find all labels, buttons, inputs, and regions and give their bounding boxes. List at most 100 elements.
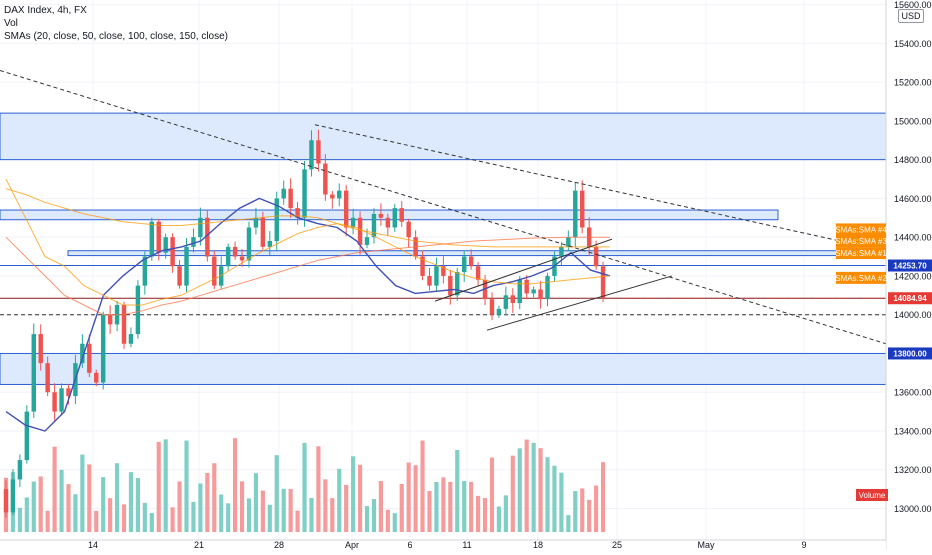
support-resistance-zone <box>0 352 887 385</box>
volume-bar <box>31 481 36 532</box>
candle <box>316 140 321 164</box>
volume-bar <box>503 495 508 532</box>
vol-indicator-label[interactable]: Vol <box>4 18 18 29</box>
volume-bar <box>482 498 488 532</box>
volume-bar <box>573 491 578 532</box>
candle <box>260 217 266 247</box>
candle <box>170 237 175 267</box>
price-label: 14084.94 <box>893 294 927 303</box>
volume-label: Volume <box>859 491 886 500</box>
candle <box>3 489 9 513</box>
y-tick-label: 14800.00 <box>894 155 932 165</box>
volume-bar <box>288 488 293 532</box>
y-tick-label: 13000.00 <box>894 504 932 514</box>
candle <box>239 256 245 261</box>
sma-line <box>5 188 610 248</box>
candle <box>531 289 536 294</box>
candle <box>392 208 398 228</box>
price-label-bg <box>836 223 886 236</box>
volume-bar <box>406 462 411 532</box>
volume-bar <box>330 498 335 532</box>
volume-bar <box>212 463 217 532</box>
y-tick-label: 13600.00 <box>894 388 932 398</box>
sma-indicator-label[interactable]: SMAs (20, close, 50, close, 100, close, … <box>4 31 228 42</box>
candle <box>87 343 92 373</box>
volume-bar <box>295 510 300 532</box>
volume-bar <box>420 440 425 532</box>
volume-bar <box>73 494 78 532</box>
volume-bar <box>114 463 120 532</box>
candle <box>455 272 460 296</box>
volume-bar <box>302 442 307 532</box>
volume-bar <box>177 481 182 532</box>
volume-bar <box>517 448 522 532</box>
candle <box>517 279 522 304</box>
volume-bar <box>344 484 349 532</box>
volume-bar <box>121 504 127 532</box>
x-tick-label: 25 <box>612 540 622 550</box>
x-tick-label: 14 <box>88 540 98 550</box>
volume-bar <box>371 499 377 532</box>
candle <box>177 266 182 286</box>
volume-bar <box>80 454 85 532</box>
volume-bar <box>351 456 356 532</box>
volume-bar <box>59 469 64 532</box>
x-tick-label: 6 <box>407 540 412 550</box>
volume-bar <box>385 509 390 532</box>
candle <box>302 169 307 218</box>
candle <box>337 190 342 199</box>
candle <box>524 279 529 294</box>
support-resistance-zone <box>0 112 887 161</box>
currency-badge[interactable]: USD <box>898 9 924 23</box>
candle <box>149 221 155 257</box>
volume-bar <box>469 481 474 532</box>
y-tick-label: 15600.00 <box>894 0 932 10</box>
price-label: 14253.70 <box>893 262 927 271</box>
candle <box>253 217 259 228</box>
price-label: SMAs:SMA #1 <box>835 249 887 258</box>
candle <box>309 140 314 170</box>
volume-bar <box>434 481 439 532</box>
candle <box>100 314 106 383</box>
candle <box>496 308 502 315</box>
candle <box>357 217 363 245</box>
candle <box>38 334 43 364</box>
candle <box>503 295 509 309</box>
volume-bar <box>226 503 231 532</box>
volume-bar <box>191 501 196 532</box>
volume-bar <box>524 439 529 532</box>
candle <box>17 460 23 480</box>
volume-bar <box>337 468 342 532</box>
candle <box>191 237 196 247</box>
y-tick-label: 15400.00 <box>894 39 932 49</box>
price-label-bg <box>836 235 886 248</box>
volume-bar <box>462 480 467 532</box>
volume-bar <box>587 499 592 532</box>
volume-bar <box>476 495 481 532</box>
x-tick-label: Apr <box>345 540 359 550</box>
volume-bar <box>52 446 57 532</box>
x-tick-label: 28 <box>274 540 284 550</box>
candle <box>225 246 231 267</box>
sma-line <box>5 197 611 432</box>
trendline <box>314 124 841 242</box>
volume-bar <box>253 473 259 532</box>
candle <box>343 190 349 228</box>
candle <box>232 246 238 257</box>
candle <box>288 188 293 209</box>
volume-bar <box>38 476 43 532</box>
candle <box>94 372 99 383</box>
volume-bar <box>281 488 286 532</box>
volume-bar <box>101 477 106 532</box>
candle <box>448 275 453 296</box>
volume-bar <box>219 494 224 532</box>
candle <box>434 266 439 286</box>
candle <box>246 227 252 261</box>
volume-bar <box>316 446 321 532</box>
volume-bar <box>427 491 432 532</box>
volume-bar <box>128 472 134 532</box>
symbol-title[interactable]: DAX Index, 4h, FX <box>4 5 87 16</box>
volume-bar <box>323 479 328 532</box>
